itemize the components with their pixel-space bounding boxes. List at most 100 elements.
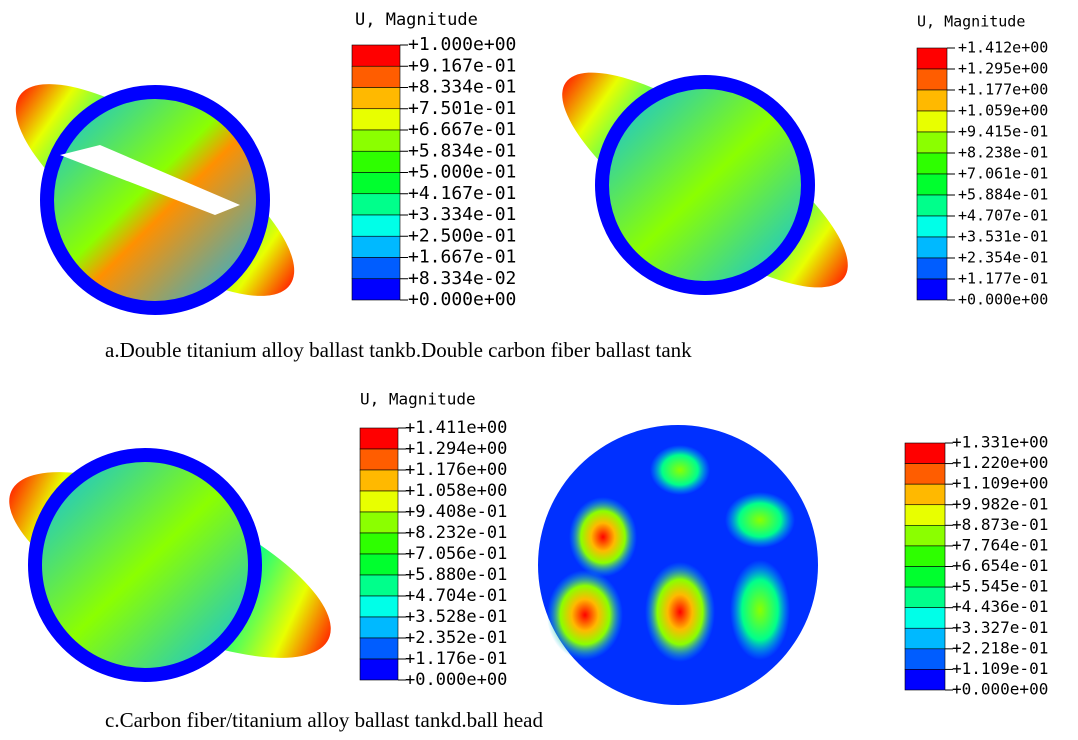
legend-label: +1.059e+00: [958, 102, 1048, 120]
legend-label: +5.834e-01: [408, 140, 516, 161]
legend-label: +1.220e+00: [952, 453, 1048, 472]
legend-swatch: [352, 279, 400, 300]
legend-swatch: [352, 258, 400, 279]
legend-label: +9.167e-01: [408, 55, 516, 76]
legend-label: +3.528e-01: [405, 607, 507, 627]
legend-swatch: [360, 428, 398, 449]
legend-label: +5.000e-01: [408, 162, 516, 183]
legend-label: +4.167e-01: [408, 183, 516, 204]
legend-label: +7.056e-01: [405, 544, 507, 564]
legend-label: +0.000e+00: [958, 291, 1048, 309]
legend-swatch: [917, 216, 947, 237]
legend-swatch: [917, 48, 947, 69]
legend-swatch: [905, 443, 945, 464]
legend-swatch: [917, 90, 947, 111]
legend-label: +6.654e-01: [952, 556, 1048, 575]
legend-swatch: [352, 194, 400, 215]
legend-label: +8.334e-02: [408, 268, 516, 289]
legend-swatch: [917, 174, 947, 195]
legend-swatch: [917, 69, 947, 90]
legend-label: +2.352e-01: [405, 628, 507, 648]
legend-swatch: [917, 258, 947, 279]
legend-swatch: [360, 659, 398, 680]
legend-swatch: [905, 567, 945, 588]
figure: U, Magnitude +1.000e+00+9.167e-01 +8.334e-…: [0, 0, 1078, 740]
legend-label: +4.436e-01: [952, 597, 1048, 616]
legend-label: +1.667e-01: [408, 247, 516, 268]
legend-label: +3.334e-01: [408, 204, 516, 225]
legend-label: +3.531e-01: [958, 228, 1048, 246]
legend-label: +1.000e+00: [408, 34, 516, 55]
legend-swatch: [360, 638, 398, 659]
legend-swatch: [360, 512, 398, 533]
legend-label: +1.176e+00: [405, 460, 507, 480]
legend-label: +1.412e+00: [958, 39, 1048, 57]
legend-title: U, Magnitude: [917, 13, 1025, 31]
legend-swatch: [905, 587, 945, 608]
legend-label: +6.667e-01: [408, 119, 516, 140]
tank-a: [0, 48, 323, 332]
legend-title: U, Magnitude: [360, 390, 476, 409]
legend-swatch: [352, 130, 400, 151]
legend-swatch: [917, 195, 947, 216]
legend-label: +5.545e-01: [952, 577, 1048, 596]
legend-swatch: [360, 554, 398, 575]
legend-label: +2.354e-01: [958, 249, 1048, 267]
tank-b: [534, 37, 876, 322]
legend-swatch: [360, 596, 398, 617]
legend-swatch: [905, 484, 945, 505]
legend-swatch: [352, 236, 400, 257]
legend-label: +3.327e-01: [952, 618, 1048, 637]
legend-label: +1.295e+00: [958, 60, 1048, 78]
legend-label: +1.411e+00: [405, 418, 507, 438]
legend-swatch: [917, 237, 947, 258]
legend-label: +1.294e+00: [405, 439, 507, 459]
legend-swatch: [360, 617, 398, 638]
legend-title: U, Magnitude: [355, 10, 478, 30]
figure-canvas: U, Magnitude +1.000e+00+9.167e-01 +8.334e-…: [0, 0, 1078, 740]
legend-swatch: [352, 109, 400, 130]
legend-swatch: [917, 132, 947, 153]
legend-label: +1.177e+00: [958, 81, 1048, 99]
legend-label: +9.408e-01: [405, 502, 507, 522]
caption: d.ball head: [451, 708, 543, 732]
caption: b.Double carbon fiber ballast tank: [405, 338, 691, 362]
legend-label: +0.000e+00: [408, 289, 516, 310]
legend-swatch: [905, 525, 945, 546]
legend-swatch: [352, 151, 400, 172]
tank-c: [0, 435, 355, 695]
legend-swatch: [352, 66, 400, 87]
legend-label: +7.061e-01: [958, 165, 1048, 183]
legend-label: +5.884e-01: [958, 186, 1048, 204]
legend-swatch: [360, 533, 398, 554]
legend-swatch: [360, 449, 398, 470]
legend-label: +1.058e+00: [405, 481, 507, 501]
legend-label: +4.704e-01: [405, 586, 507, 606]
legend-swatch: [352, 173, 400, 194]
legend-swatch: [905, 464, 945, 485]
legend-swatch: [905, 649, 945, 670]
legend-swatch: [352, 215, 400, 236]
caption-row: c.Carbon fiber/titanium alloy ballast ta…: [105, 708, 543, 733]
legend-label: +8.238e-01: [958, 144, 1048, 162]
legend-label: +1.177e-01: [958, 270, 1048, 288]
legend-label: +4.707e-01: [958, 207, 1048, 225]
legend-swatch: [917, 279, 947, 300]
legend-label: +5.880e-01: [405, 565, 507, 585]
legend-swatch: [917, 111, 947, 132]
legend-swatch: [360, 491, 398, 512]
legend-label: +1.109e+00: [952, 474, 1048, 493]
legend-label: +0.000e+00: [405, 670, 507, 690]
legend-swatch: [905, 505, 945, 526]
legend-label: +8.873e-01: [952, 515, 1048, 534]
legend-swatch: [352, 88, 400, 109]
legend-label: +0.000e+00: [952, 680, 1048, 699]
ball-head: [538, 425, 818, 705]
legend-swatch: [905, 608, 945, 629]
legend-swatch: [905, 546, 945, 567]
legend-label: +2.500e-01: [408, 225, 516, 246]
legend-label: +8.232e-01: [405, 523, 507, 543]
legend-label: +1.176e-01: [405, 649, 507, 669]
legend-label: +9.415e-01: [958, 123, 1048, 141]
legend-label: +1.331e+00: [952, 433, 1048, 452]
